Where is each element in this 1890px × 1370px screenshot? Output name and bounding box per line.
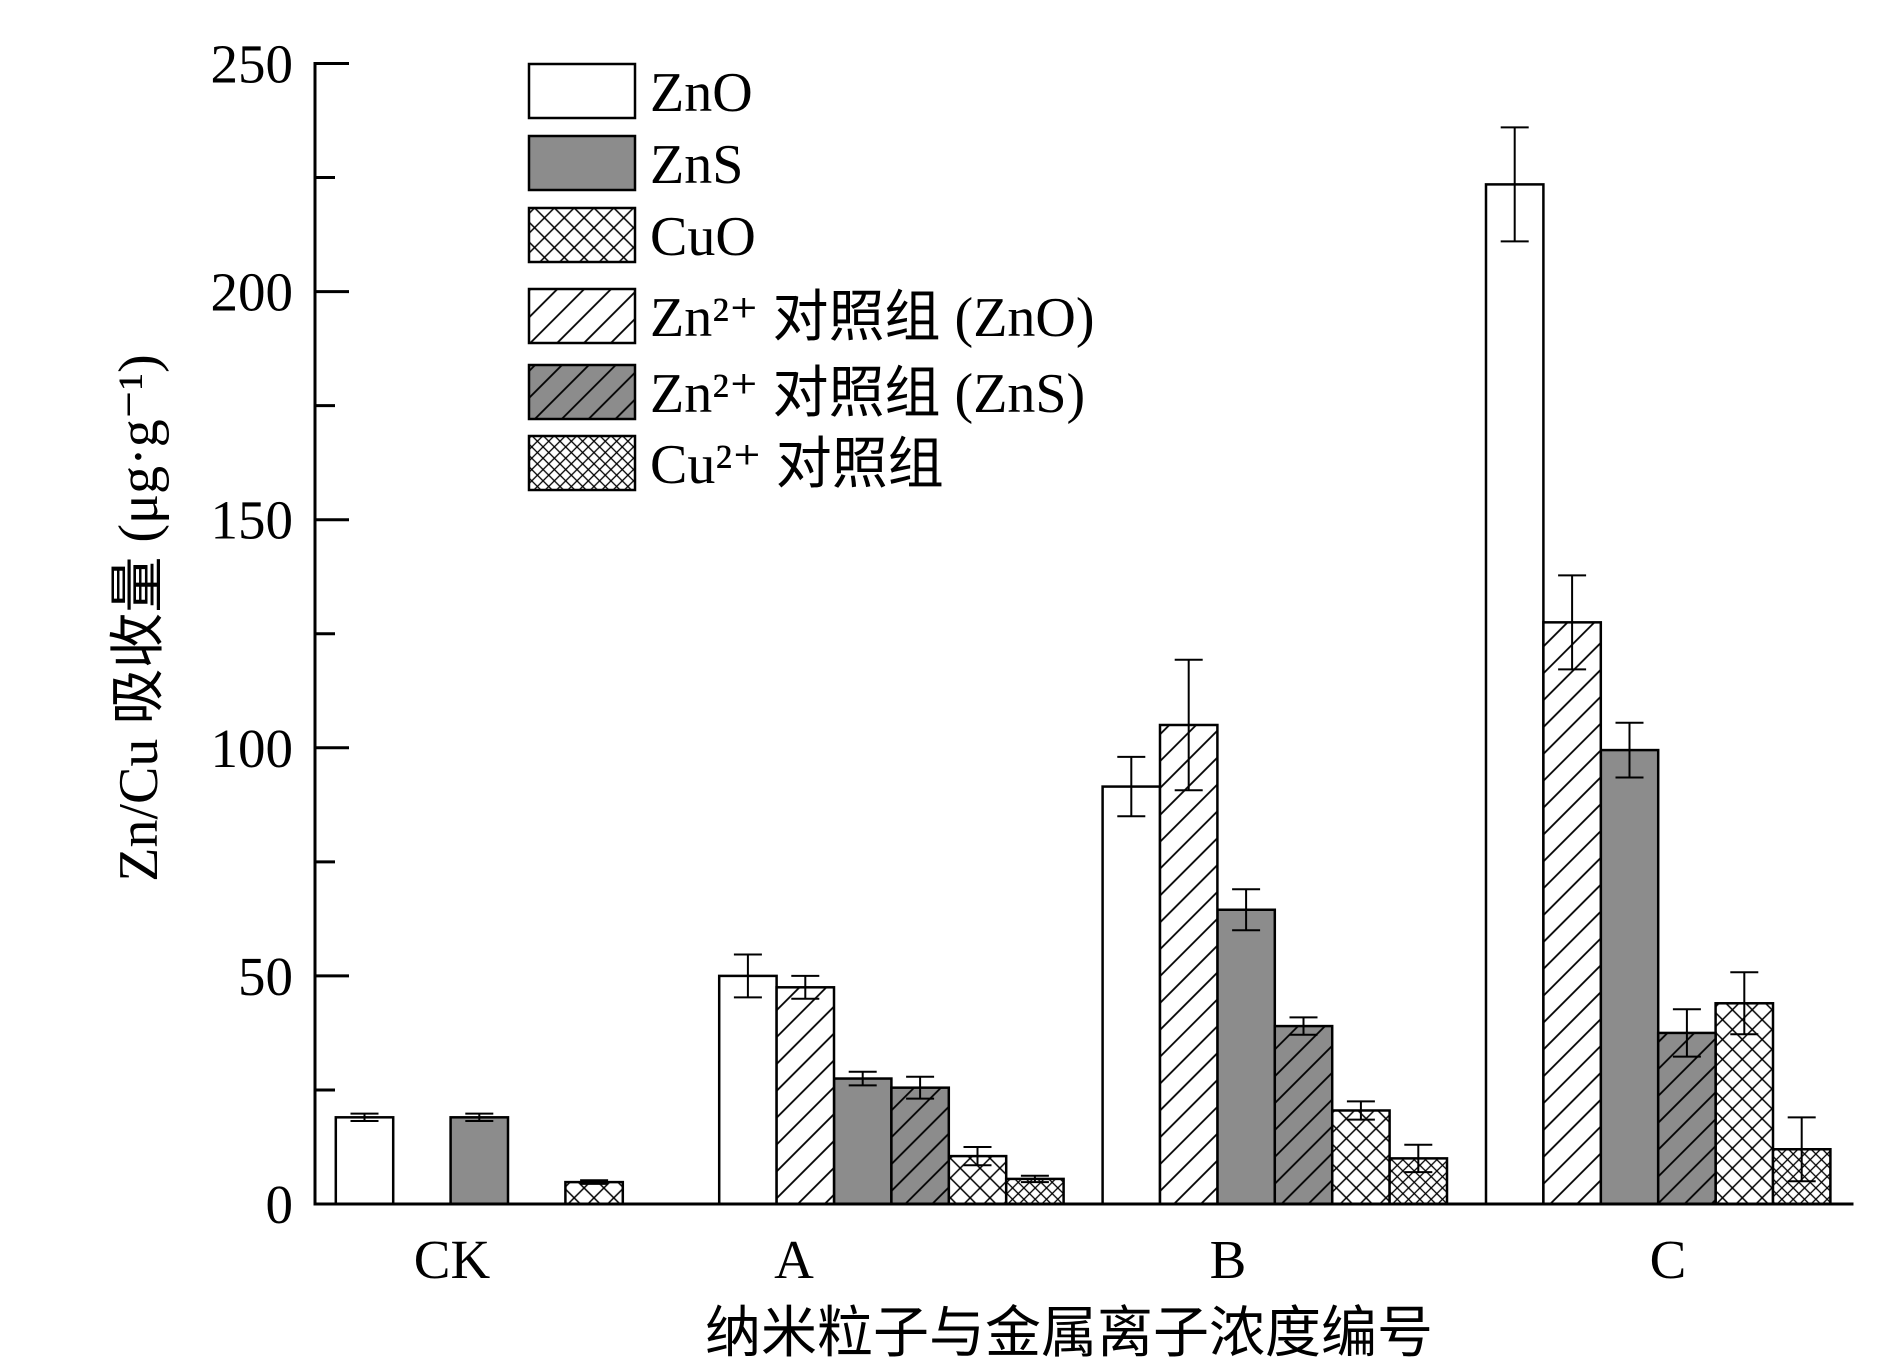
error-bar-zn2-control-zno-a <box>791 974 820 1000</box>
legend-swatch <box>527 363 637 421</box>
bar-zn2-control-zns-b <box>1273 1024 1334 1206</box>
error-bar-cu2-control-c <box>1787 1116 1816 1183</box>
y-tick-label: 150 <box>211 490 294 551</box>
bar-zns-a <box>832 1077 893 1206</box>
error-bar-zn2-control-zns-b <box>1289 1016 1318 1036</box>
legend-label: Cu²⁺ 对照组 <box>650 434 944 496</box>
error-bar-zno-ck <box>350 1112 379 1122</box>
error-bars-layer <box>350 126 1816 1185</box>
bar-zno-a <box>717 974 778 1206</box>
bar-zno-b <box>1101 785 1162 1206</box>
legend-label: CuO <box>650 206 756 268</box>
bar-cuo-ck <box>564 1180 625 1206</box>
y-tick-label: 100 <box>211 718 294 779</box>
legend-item-zns: ZnS <box>527 134 743 196</box>
bar-cuo-b <box>1330 1109 1391 1206</box>
error-bar-zno-c <box>1500 126 1529 243</box>
legend-item-cu2-control: Cu²⁺ 对照组 <box>527 434 944 496</box>
error-bar-cuo-b <box>1346 1100 1375 1121</box>
x-tick-labels: CK A B C <box>414 1229 1687 1290</box>
y-axis-title: Zn/Cu 吸收量 (μg·g⁻¹) <box>108 354 170 881</box>
bar-zno-ck <box>334 1116 395 1206</box>
legend-label: ZnO <box>650 62 753 124</box>
bar-zns-c <box>1599 748 1660 1206</box>
legend-item-zn2-control-zno: Zn²⁺ 对照组 (ZnO) <box>527 287 1095 349</box>
error-bar-zns-a <box>848 1070 877 1087</box>
error-bar-zn2-control-zno-c <box>1558 574 1587 671</box>
legend-swatch <box>527 206 637 264</box>
error-bar-zno-a <box>733 953 762 999</box>
legend-item-zn2-control-zns: Zn²⁺ 对照组 (ZnS) <box>527 363 1085 425</box>
legend-label: ZnS <box>650 134 743 196</box>
y-tick-label: 200 <box>211 262 294 323</box>
y-ticks: 0 50 100 150 200 250 <box>211 34 349 1235</box>
error-bar-cuo-c <box>1730 971 1759 1036</box>
error-bar-zn2-control-zns-c <box>1672 1008 1701 1058</box>
error-bar-cuo-ck <box>580 1179 609 1185</box>
y-tick-label: 50 <box>238 946 293 1007</box>
x-axis-title: 纳米粒子与金属离子浓度编号 <box>705 1303 1433 1365</box>
error-bar-zno-b <box>1117 755 1146 818</box>
bar-zn2-control-zns-c <box>1656 1031 1717 1206</box>
bar-zno-c <box>1484 183 1545 1206</box>
bar-zn2-control-zno-c <box>1542 621 1603 1206</box>
x-tick-label: CK <box>414 1229 491 1290</box>
x-tick-label: B <box>1210 1229 1247 1290</box>
bar-zns-b <box>1216 908 1277 1206</box>
x-tick-label: A <box>774 1229 814 1290</box>
legend-swatch <box>527 434 637 492</box>
bar-zn2-control-zno-a <box>775 986 836 1206</box>
legend-item-zno: ZnO <box>527 62 753 124</box>
legend-swatch <box>527 62 637 120</box>
legend-label: Zn²⁺ 对照组 (ZnO) <box>650 287 1095 349</box>
bar-zn2-control-zno-b <box>1158 723 1219 1206</box>
error-bar-zn2-control-zns-a <box>906 1075 935 1100</box>
error-bar-cu2-control-b <box>1404 1143 1433 1174</box>
x-tick-label: C <box>1650 1229 1687 1290</box>
error-bar-zns-c <box>1615 721 1644 779</box>
bar-zn2-control-zns-a <box>890 1086 951 1206</box>
error-bar-zns-b <box>1232 888 1261 932</box>
bar-zns-ck <box>449 1116 510 1206</box>
legend-swatch <box>527 134 637 192</box>
legend-item-cuo: CuO <box>527 206 756 268</box>
error-bar-zns-ck <box>465 1112 494 1122</box>
legend: ZnO ZnS CuO Zn²⁺ 对照组 (ZnO) Zn²⁺ 对照组 (ZnS… <box>527 62 1095 496</box>
error-bar-cuo-a <box>963 1145 992 1167</box>
y-tick-label: 0 <box>266 1174 294 1235</box>
y-tick-label: 250 <box>211 34 294 95</box>
legend-label: Zn²⁺ 对照组 (ZnS) <box>650 363 1085 425</box>
error-bar-cu2-control-a <box>1020 1174 1049 1184</box>
error-bar-zn2-control-zno-b <box>1174 658 1203 792</box>
legend-swatch <box>527 287 637 345</box>
